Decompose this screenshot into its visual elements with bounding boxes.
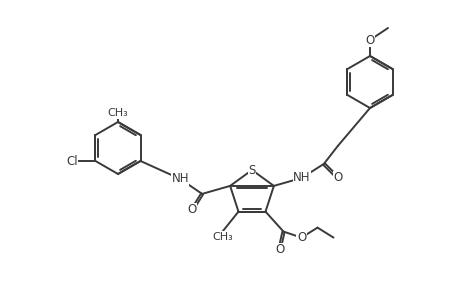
Text: O: O (296, 231, 306, 244)
Text: Cl: Cl (66, 154, 78, 167)
Text: S: S (248, 164, 255, 176)
Text: O: O (364, 34, 374, 46)
Text: NH: NH (171, 172, 189, 185)
Text: O: O (274, 243, 284, 256)
Text: CH₃: CH₃ (107, 108, 128, 118)
Text: NH: NH (292, 171, 310, 184)
Text: CH₃: CH₃ (212, 232, 232, 242)
Text: O: O (332, 171, 342, 184)
Text: O: O (187, 203, 196, 216)
